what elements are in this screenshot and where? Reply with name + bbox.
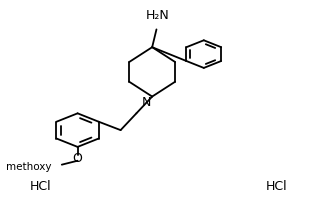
Text: methoxy: methoxy — [6, 161, 52, 171]
Text: O: O — [73, 152, 82, 164]
Text: N: N — [142, 96, 151, 108]
Text: HCl: HCl — [29, 179, 51, 192]
Text: H₂N: H₂N — [146, 9, 170, 22]
Text: HCl: HCl — [266, 179, 288, 192]
